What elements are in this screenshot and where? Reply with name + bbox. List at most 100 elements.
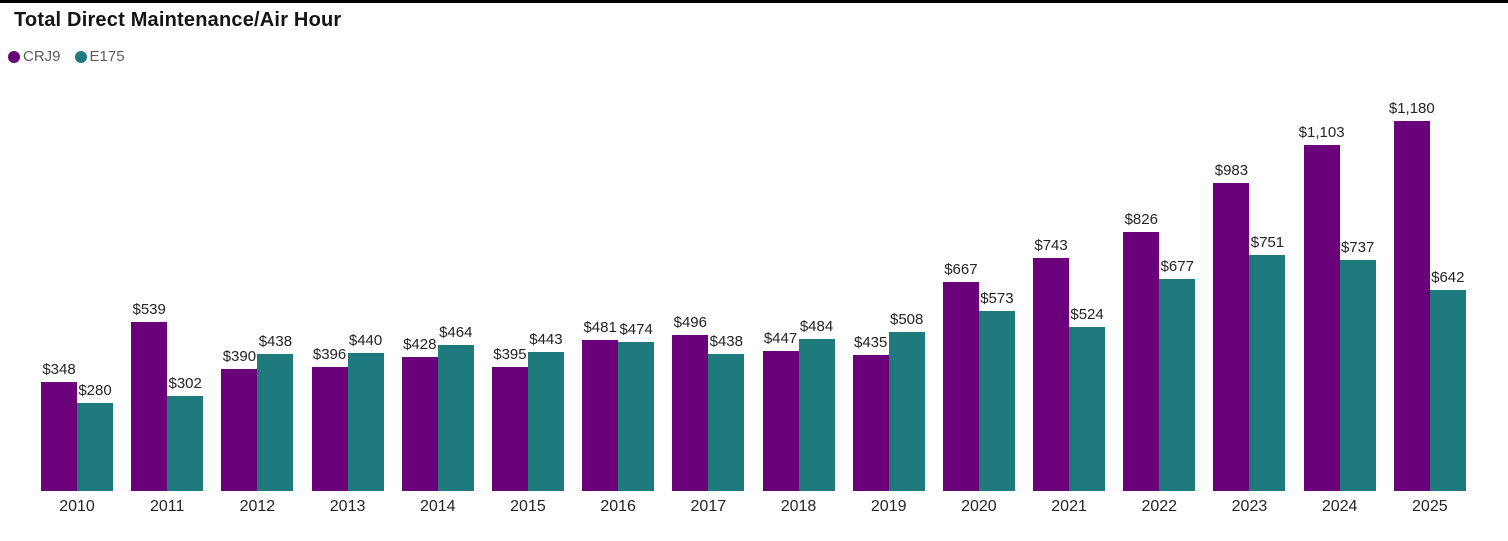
year-label-2015: 2015 [510, 498, 546, 515]
value-label-e175-2012: $438 [258, 333, 293, 350]
bar-pair-2021: $743 $524 [1033, 91, 1106, 491]
bar-pair-2018: $447 $484 [762, 91, 835, 491]
value-label-crj9-2024: $1,103 [1298, 124, 1345, 141]
bar-group-2010: $348 $280 2010 [41, 91, 113, 516]
bar-crj9-2013[interactable] [311, 367, 348, 491]
bar-e175-2013[interactable] [347, 353, 384, 491]
value-label-e175-2021: $524 [1070, 306, 1104, 323]
bar-group-2025: $1,180 $642 2025 [1389, 91, 1466, 516]
bar-crj9-2011[interactable] [131, 322, 168, 491]
bar-group-2017: $496 $438 2017 [672, 91, 745, 516]
value-label-e175-2018: $484 [799, 318, 834, 335]
crj9-legend-dot-icon [8, 50, 20, 63]
bar-crj9-2019[interactable] [852, 355, 889, 491]
value-label-e175-2015: $443 [529, 331, 563, 348]
bar-e175-2016[interactable] [618, 342, 655, 491]
bar-group-2016: $481 $474 2016 [582, 91, 655, 516]
bar-pair-2011: $539 $302 [131, 91, 204, 491]
chart-title: Total Direct Maintenance/Air Hour [14, 9, 342, 31]
bar-pair-2019: $435 $508 [852, 91, 925, 491]
value-label-crj9-2015: $395 [493, 346, 527, 363]
bar-pair-2023: $983 $751 [1213, 91, 1286, 491]
year-label-2024: 2024 [1321, 498, 1358, 515]
bar-crj9-2017[interactable] [672, 335, 709, 491]
bar-crj9-2015[interactable] [491, 367, 528, 491]
bar-e175-2020[interactable] [978, 311, 1015, 491]
bar-group-2021: $743 $524 2021 [1033, 91, 1106, 516]
bar-group-2012: $390 $438 2012 [221, 91, 294, 516]
bar-e175-2023[interactable] [1249, 255, 1286, 491]
bar-pair-2025: $1,180 $642 [1389, 91, 1466, 491]
value-label-crj9-2018: $447 [763, 330, 798, 347]
year-label-2010: 2010 [59, 498, 95, 515]
value-label-crj9-2020: $667 [944, 261, 978, 278]
bar-e175-2019[interactable] [888, 332, 925, 491]
bar-group-2024: $1,103 $737 2024 [1299, 91, 1376, 516]
value-label-crj9-2022: $826 [1124, 211, 1158, 228]
year-label-2016: 2016 [600, 498, 636, 515]
bar-pair-2014: $428 $464 [401, 91, 474, 491]
year-label-2014: 2014 [419, 498, 456, 515]
bar-e175-2025[interactable] [1429, 290, 1466, 491]
bar-crj9-2022[interactable] [1123, 232, 1160, 491]
bar-pair-2012: $390 $438 [221, 91, 294, 491]
bar-crj9-2024[interactable] [1303, 145, 1340, 491]
value-label-crj9-2010: $348 [42, 361, 76, 378]
legend-item-crj9[interactable]: CRJ9 [8, 48, 61, 65]
bar-e175-2011[interactable] [167, 396, 204, 491]
year-label-2020: 2020 [961, 498, 997, 515]
plot-area: $348 $280 2010 $539 $302 2011 $390 $438 2012 $396… [41, 91, 1466, 516]
year-label-2012: 2012 [239, 498, 276, 515]
bar-crj9-2020[interactable] [942, 282, 979, 491]
year-label-2011: 2011 [149, 498, 185, 515]
bar-pair-2024: $1,103 $737 [1299, 91, 1376, 491]
bar-chart: $348 $280 2010 $539 $302 2011 $390 $438 2012 $396… [41, 91, 1466, 516]
bar-crj9-2012[interactable] [221, 369, 258, 491]
legend: CRJ9 E175 [8, 48, 1508, 65]
bar-crj9-2014[interactable] [401, 357, 438, 491]
bar-group-2014: $428 $464 2014 [401, 91, 474, 516]
value-label-e175-2024: $737 [1340, 239, 1375, 256]
value-label-crj9-2025: $1,180 [1388, 100, 1435, 117]
value-label-crj9-2017: $496 [673, 314, 707, 331]
bar-group-2023: $983 $751 2023 [1213, 91, 1286, 516]
bar-group-2020: $667 $573 2020 [942, 91, 1015, 516]
bar-e175-2010[interactable] [77, 403, 113, 491]
value-label-crj9-2012: $390 [222, 348, 257, 365]
bar-crj9-2023[interactable] [1213, 183, 1250, 491]
bar-crj9-2021[interactable] [1033, 258, 1070, 491]
e175-legend-dot-icon [74, 50, 87, 63]
bar-e175-2022[interactable] [1159, 279, 1196, 491]
bar-e175-2012[interactable] [257, 354, 294, 491]
legend-label-e175: E175 [89, 48, 125, 65]
bar-crj9-2010[interactable] [41, 382, 77, 491]
bar-e175-2015[interactable] [527, 352, 564, 491]
value-label-e175-2025: $642 [1431, 269, 1465, 286]
value-label-crj9-2019: $435 [854, 334, 888, 351]
bar-pair-2010: $348 $280 [41, 91, 113, 491]
bar-e175-2017[interactable] [708, 354, 745, 491]
bar-group-2011: $539 $302 2011 [131, 91, 204, 516]
bar-e175-2014[interactable] [437, 345, 474, 491]
value-label-crj9-2021: $743 [1034, 237, 1068, 254]
bar-group-2015: $395 $443 2015 [491, 91, 564, 516]
value-label-crj9-2016: $481 [583, 319, 617, 336]
bar-group-2013: $396 $440 2013 [311, 91, 384, 516]
bar-e175-2018[interactable] [798, 339, 835, 491]
value-label-e175-2013: $440 [348, 332, 383, 349]
value-label-crj9-2013: $396 [312, 346, 347, 363]
bar-pair-2022: $826 $677 [1123, 91, 1196, 491]
value-label-e175-2019: $508 [890, 311, 924, 328]
year-label-2025: 2025 [1412, 498, 1448, 515]
legend-item-e175[interactable]: E175 [74, 48, 125, 65]
bar-e175-2024[interactable] [1339, 260, 1376, 491]
bar-crj9-2016[interactable] [582, 340, 619, 491]
legend-label-crj9: CRJ9 [23, 48, 61, 65]
bar-crj9-2025[interactable] [1393, 121, 1430, 491]
year-label-2013: 2013 [329, 498, 366, 515]
bar-crj9-2018[interactable] [762, 351, 799, 491]
bar-e175-2021[interactable] [1069, 327, 1106, 491]
value-label-e175-2023: $751 [1250, 234, 1285, 251]
bar-pair-2013: $396 $440 [311, 91, 384, 491]
bar-group-2022: $826 $677 2022 [1123, 91, 1196, 516]
